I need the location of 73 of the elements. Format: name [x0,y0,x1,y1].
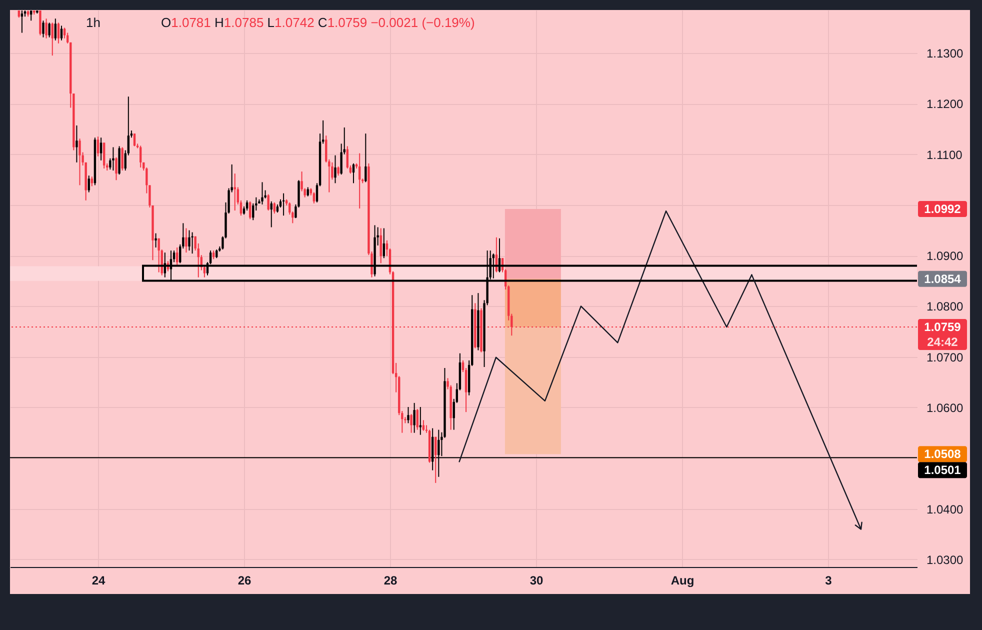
candlestick [154,232,157,248]
candlestick [312,192,316,204]
x-tick-label: 28 [384,574,398,588]
candlestick [48,22,50,38]
text: 24:42 [927,334,958,349]
candlestick [88,175,90,193]
x-tick-label: 26 [238,574,252,588]
candlestick [90,176,94,187]
text: 1.0992 [924,202,962,216]
candlestick [273,202,276,214]
candlestick [54,18,57,41]
y-tick-label: 1.0700 [926,350,964,364]
text: O1.0781 H1.0785 L1.0742 C1.0759 −0.0021 (−0.19%) [161,15,475,30]
candlestick [42,20,44,38]
x-tick-label: 3 [825,574,832,588]
candlestick [246,200,248,212]
candlestick [39,10,42,36]
x-tick-label: 30 [530,574,544,588]
y-tick-label: 1.0300 [926,552,964,567]
text: 1.0508 [924,447,962,462]
candlestick [139,145,142,168]
ref-line-label: 1.0759 [924,320,962,334]
candlestick [434,436,437,484]
candlestick [407,406,410,424]
candlestick [234,173,236,212]
candlestick [76,124,78,163]
candlestick [380,228,382,264]
candlestick [158,238,160,273]
candlestick [133,133,136,147]
text: 1.0854 [924,272,962,286]
candlestick [306,186,309,197]
candlestick [413,402,416,434]
candlestick [112,146,114,172]
candlestick [121,146,124,172]
bar [504,326,561,454]
candlestick [492,253,495,279]
candlestick [115,156,118,181]
candlestick [185,228,188,254]
bar [504,278,561,327]
candlestick [410,414,412,434]
candlestick [364,133,367,183]
candlestick [102,142,106,169]
candlestick [45,18,48,39]
candlestick [100,137,102,161]
y-tick-label: 1.0600 [926,400,964,415]
candlestick [57,22,60,44]
candlestick [78,138,81,186]
y-tick-label: 1.1200 [926,97,964,112]
ref-line-label: 1.0501 [924,463,962,478]
candlestick [188,230,190,252]
y-tick-label: 1.1300 [926,46,964,61]
candlestick [337,166,340,176]
y-tick-label: 1.0900 [926,249,964,264]
y-tick-label: 1.1100 [926,148,963,162]
candlestick [382,228,386,259]
bar [504,209,561,279]
candlestick [96,136,100,157]
candlestick [51,22,54,56]
candlestick [270,200,272,228]
candlestick [248,200,252,220]
y-tick-label: 1.0800 [926,300,964,314]
y-tick-label: 1.0400 [926,502,964,516]
candlestick [352,162,355,184]
candlestick [267,194,270,212]
candlestick [60,25,63,41]
x-tick-label: 24 [92,574,106,588]
candlestick [358,152,361,209]
candlestick [422,420,425,432]
candlestick [334,154,336,184]
candlestick [191,232,194,254]
x-tick-label: Aug [670,574,694,588]
chart-title: 1h [86,15,100,30]
candlestick [261,182,264,205]
